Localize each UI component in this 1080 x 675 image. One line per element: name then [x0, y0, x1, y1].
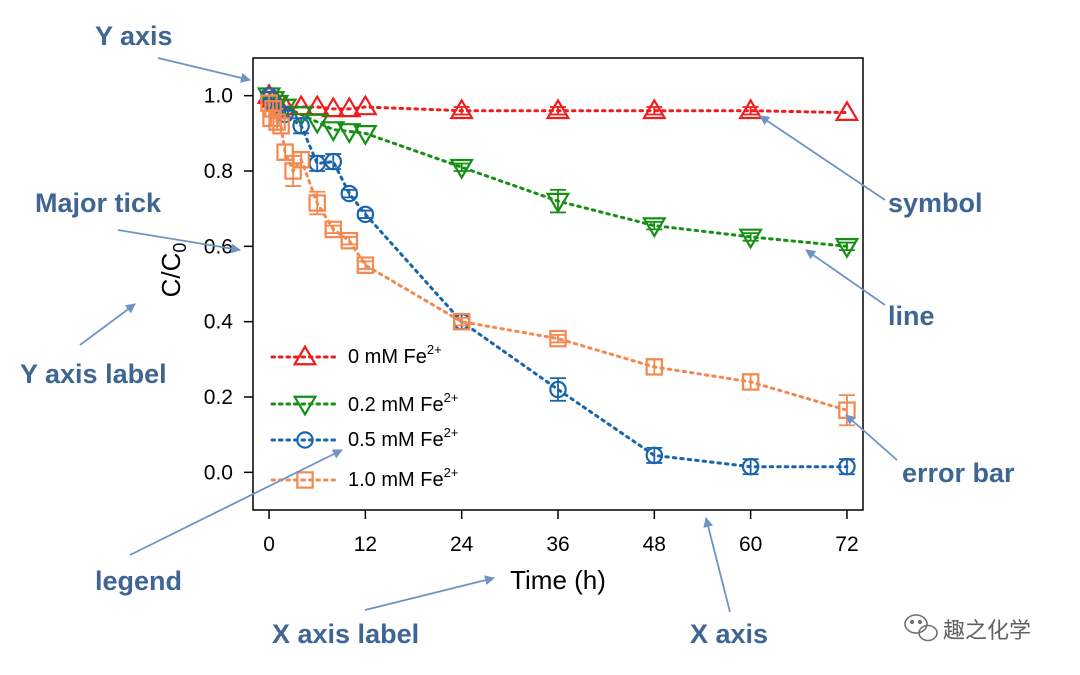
series-2 [260, 86, 856, 476]
data-point [356, 256, 375, 274]
x-tick-label: 60 [739, 533, 762, 556]
y-tick-label: 0.2 [204, 386, 233, 409]
data-point [353, 124, 378, 146]
data-point [268, 113, 286, 131]
annotation-major-tick: Major tick [35, 188, 162, 218]
y-axis-title: C/C0 [156, 243, 190, 298]
annotation-legend: legend [95, 566, 182, 596]
data-point [642, 98, 667, 120]
annotation-x-axis-label: X axis label [272, 619, 419, 649]
legend: 0 mM Fe2+ 0.2 mM Fe2+ 0.5 mM Fe2+ 1.0 mM… [270, 342, 458, 491]
annotation-y-axis: Y axis [95, 21, 173, 51]
data-point [340, 231, 359, 250]
data-point [838, 457, 856, 476]
annotation-y-axis-label: Y axis label [20, 359, 167, 389]
x-tick-label: 36 [546, 533, 569, 556]
legend-label-1: 0.2 mM Fe2+ [348, 390, 458, 416]
legend-marker [292, 395, 318, 417]
arrow-symbol [759, 115, 886, 201]
data-point [738, 98, 763, 120]
y-tick-label: 1.0 [204, 85, 233, 108]
series-3 [260, 94, 856, 427]
data-point [545, 192, 571, 214]
legend-marker [292, 344, 318, 366]
x-tick-label: 72 [835, 533, 858, 556]
y-tick-label: 0.0 [204, 461, 233, 484]
y-tick-label: 0.8 [204, 160, 233, 183]
arrow-y-axis-label [79, 303, 136, 346]
x-tick-label: 48 [643, 533, 666, 556]
data-point [340, 184, 359, 203]
data-point [645, 446, 664, 465]
series-line [267, 94, 849, 248]
watermark: 趣之化学 [904, 614, 1031, 644]
arrow-y-axis [157, 57, 251, 83]
data-point [272, 117, 290, 135]
data-point [324, 152, 343, 171]
data-point [449, 98, 474, 120]
data-point [320, 121, 346, 143]
axes-ticks: 0 12 24 36 48 60 720.00.20.40.60.81.0 [204, 85, 859, 556]
annotation-x-axis: X axis [690, 619, 768, 649]
legend-label-3: 1.0 mM Fe2+ [348, 465, 458, 491]
data-point [549, 380, 567, 399]
data-point [834, 237, 860, 259]
legend-marker [296, 431, 314, 449]
data-point [308, 194, 326, 212]
data-point [452, 312, 471, 331]
data-point [549, 329, 567, 348]
data-point [264, 100, 282, 118]
arrow-error-bar [845, 414, 898, 461]
series-layer [256, 83, 860, 476]
arrow-line [805, 249, 886, 306]
arrow-legend [129, 449, 343, 556]
legend-label-2: 0.5 mM Fe2+ [348, 425, 458, 451]
arrow-major-tick [117, 229, 241, 254]
data-point [741, 457, 760, 476]
data-point [356, 205, 375, 224]
data-point [738, 228, 763, 250]
legend-marker [296, 471, 314, 489]
arrow-x-axis-label [364, 575, 495, 611]
annotation-symbol: symbol [888, 188, 983, 218]
data-point [449, 158, 474, 180]
series-1 [256, 87, 860, 259]
arrow-x-axis [703, 517, 731, 613]
data-point [292, 117, 310, 135]
annotation-error-bar: error bar [902, 458, 1015, 488]
data-point [642, 217, 667, 239]
watermark-text: 趣之化学 [943, 619, 1031, 644]
data-point [292, 150, 310, 169]
data-point [353, 94, 378, 116]
data-point [834, 100, 860, 121]
annotation-line: line [888, 301, 935, 331]
x-tick-label: 0 [263, 533, 275, 556]
data-point [337, 123, 362, 144]
series-line [267, 94, 849, 115]
data-point [320, 96, 346, 118]
data-point [337, 96, 362, 118]
series-0 [256, 83, 860, 121]
data-point [324, 220, 343, 239]
x-tick-label: 24 [450, 533, 474, 556]
data-point [545, 98, 571, 120]
plot-frame [252, 57, 864, 511]
data-point [741, 373, 760, 391]
y-tick-label: 0.4 [204, 311, 234, 334]
wechat-icon [904, 614, 938, 642]
annotation-arrows [79, 57, 898, 613]
legend-label-0: 0 mM Fe2+ [348, 342, 442, 368]
x-axis-title: Time (h) [510, 565, 606, 595]
x-tick-label: 12 [354, 533, 377, 556]
data-point [645, 358, 664, 376]
